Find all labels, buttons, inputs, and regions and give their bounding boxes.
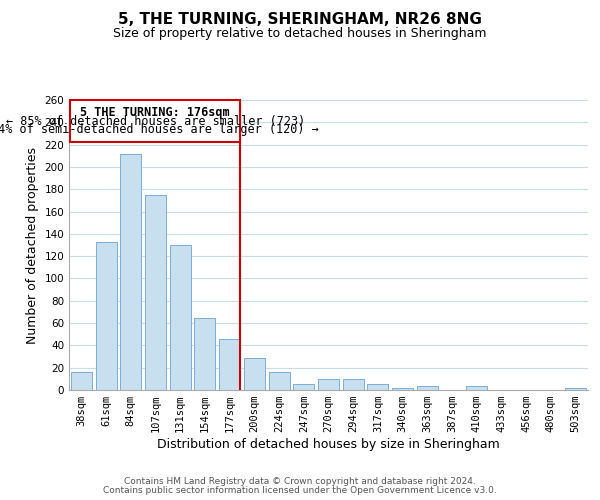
- Text: 5 THE TURNING: 176sqm: 5 THE TURNING: 176sqm: [80, 106, 230, 118]
- Text: 14% of semi-detached houses are larger (120) →: 14% of semi-detached houses are larger (…: [0, 124, 319, 136]
- Bar: [343, 379, 364, 390]
- Bar: [95, 242, 116, 390]
- Text: Size of property relative to detached houses in Sheringham: Size of property relative to detached ho…: [113, 28, 487, 40]
- Bar: [565, 388, 586, 390]
- Bar: [392, 388, 413, 390]
- Bar: [145, 195, 166, 390]
- Text: Contains public sector information licensed under the Open Government Licence v3: Contains public sector information licen…: [103, 486, 497, 495]
- Bar: [466, 386, 487, 390]
- Bar: [269, 372, 290, 390]
- Bar: [120, 154, 141, 390]
- Bar: [293, 384, 314, 390]
- Bar: [70, 100, 240, 142]
- Bar: [194, 318, 215, 390]
- Bar: [244, 358, 265, 390]
- Bar: [219, 338, 240, 390]
- Bar: [318, 379, 339, 390]
- Text: 5, THE TURNING, SHERINGHAM, NR26 8NG: 5, THE TURNING, SHERINGHAM, NR26 8NG: [118, 12, 482, 28]
- Text: ← 85% of detached houses are smaller (723): ← 85% of detached houses are smaller (72…: [5, 114, 305, 128]
- Bar: [71, 372, 92, 390]
- Bar: [170, 245, 191, 390]
- Y-axis label: Number of detached properties: Number of detached properties: [26, 146, 39, 344]
- Text: Contains HM Land Registry data © Crown copyright and database right 2024.: Contains HM Land Registry data © Crown c…: [124, 477, 476, 486]
- X-axis label: Distribution of detached houses by size in Sheringham: Distribution of detached houses by size …: [157, 438, 500, 451]
- Bar: [417, 386, 438, 390]
- Bar: [367, 384, 388, 390]
